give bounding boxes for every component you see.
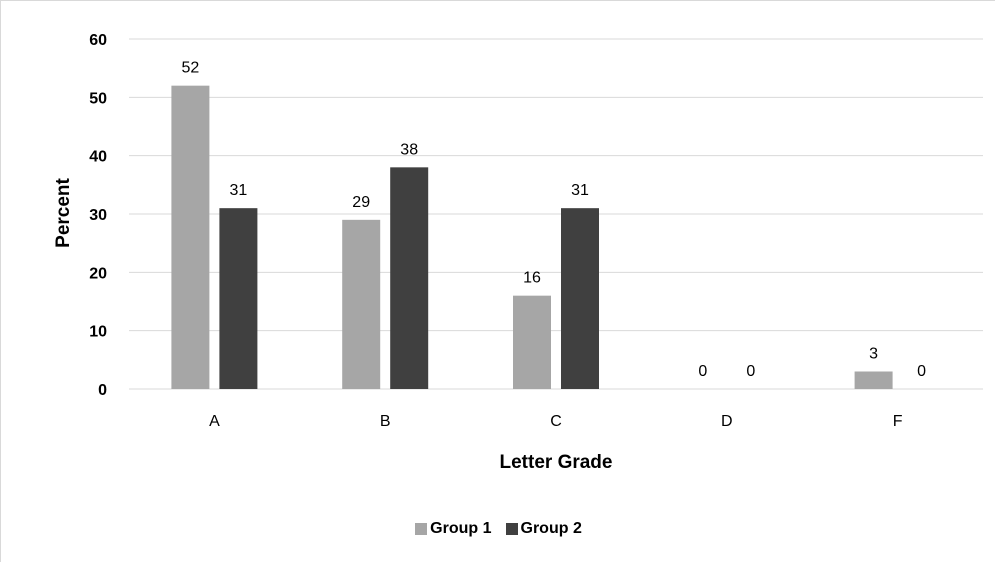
x-tick-label: B <box>380 413 391 430</box>
legend-item-group-1: Group 1 <box>415 520 492 538</box>
y-tick-labels: 0 10 20 30 40 50 60 <box>89 32 107 399</box>
x-axis-title: Letter Grade <box>500 452 613 473</box>
data-label: 0 <box>746 363 755 380</box>
data-label: 16 <box>523 270 541 287</box>
legend: Group 1 Group 2 <box>1 518 995 540</box>
x-tick-label: D <box>721 413 733 430</box>
data-label: 3 <box>869 346 878 363</box>
bar-group-2-c <box>561 208 599 389</box>
data-labels: 52 31 29 38 16 31 0 0 3 0 <box>182 60 927 380</box>
gridlines <box>129 38 983 390</box>
data-label: 31 <box>230 182 248 199</box>
bar-group-1-f <box>854 371 893 389</box>
bar-group-2-b <box>390 167 429 389</box>
x-tick-label: C <box>550 413 562 430</box>
x-tick-label: A <box>209 413 220 430</box>
y-tick-label: 40 <box>89 149 107 166</box>
data-label: 29 <box>352 194 370 211</box>
data-label: 38 <box>400 141 418 158</box>
legend-swatch-group-2 <box>505 523 518 535</box>
bar-group-1-c <box>513 295 551 389</box>
y-tick-label: 0 <box>98 382 107 399</box>
y-tick-label: 30 <box>89 207 107 224</box>
y-tick-label: 50 <box>89 90 107 107</box>
bar-group-1-a <box>171 85 210 390</box>
y-tick-label: 60 <box>89 32 107 49</box>
bar-group-1-b <box>342 219 381 389</box>
legend-swatch-group-1 <box>415 523 428 535</box>
data-label: 0 <box>917 363 926 380</box>
legend-item-group-2: Group 2 <box>505 520 582 538</box>
y-tick-label: 20 <box>89 265 107 282</box>
y-axis-title: Percent <box>53 177 74 247</box>
data-label: 0 <box>698 363 707 380</box>
y-tick-label: 10 <box>89 324 107 341</box>
legend-label-group-1: Group 1 <box>430 520 492 537</box>
bar-group-2-a <box>219 208 258 389</box>
x-tick-label: F <box>893 413 903 430</box>
legend-label-group-2: Group 2 <box>520 520 582 537</box>
data-label: 52 <box>182 60 200 77</box>
data-label: 31 <box>571 182 589 199</box>
bars <box>171 85 893 390</box>
